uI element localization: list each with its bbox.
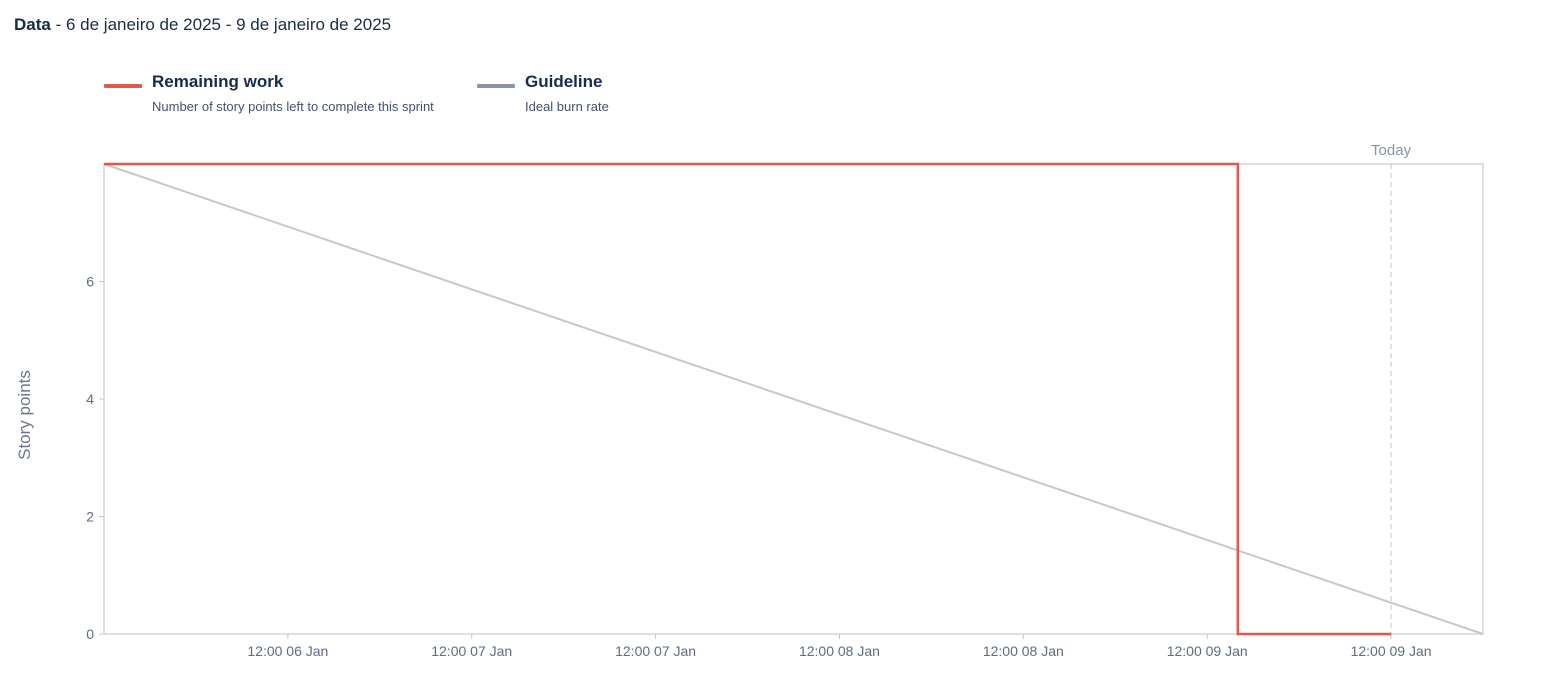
series-line-guideline: [103, 163, 1484, 635]
y-tick-label: 0: [86, 626, 94, 642]
x-tick-label: 12:00 07 Jan: [615, 643, 696, 659]
y-tick-label: 6: [86, 274, 94, 290]
date-label: Data: [14, 15, 51, 34]
y-axis-title: Story points: [15, 370, 34, 460]
legend-description: Ideal burn rate: [525, 99, 609, 114]
sprint-date-range: Data - 6 de janeiro de 2025 - 9 de janei…: [14, 15, 391, 35]
series-line-remaining-work: [104, 162, 1392, 636]
y-tick-label: 4: [86, 391, 94, 407]
legend-description: Number of story points left to complete …: [152, 99, 434, 114]
x-tick-label: 12:00 06 Jan: [247, 643, 328, 659]
x-tick-label: 12:00 07 Jan: [431, 643, 512, 659]
x-tick-label: 12:00 09 Jan: [1351, 643, 1432, 659]
today-label: Today: [1371, 142, 1412, 159]
legend-title: Remaining work: [152, 72, 284, 91]
legend-swatch-remaining-work: [104, 84, 142, 88]
x-tick-label: 12:00 08 Jan: [799, 643, 880, 659]
y-tick-label: 2: [86, 509, 94, 525]
legend-title: Guideline: [525, 72, 603, 91]
x-tick-label: 12:00 08 Jan: [983, 643, 1064, 659]
date-range-text: - 6 de janeiro de 2025 - 9 de janeiro de…: [55, 15, 392, 34]
x-tick-label: 12:00 09 Jan: [1167, 643, 1248, 659]
legend-swatch-guideline: [477, 84, 515, 88]
